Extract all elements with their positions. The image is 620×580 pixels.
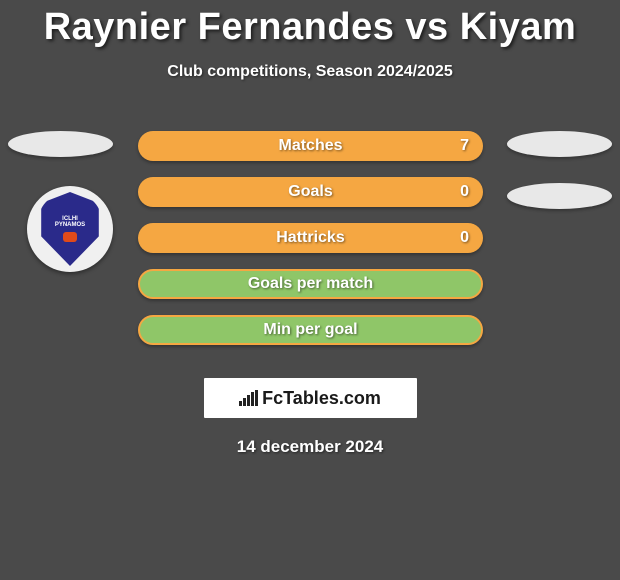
stat-value: 0 <box>460 229 469 247</box>
club-shield-icon: ICLHI PYNAMOS <box>38 192 102 266</box>
stat-bar-min-per-goal: Min per goal <box>138 315 483 345</box>
player-right-slot-2 <box>507 183 612 209</box>
comparison-panel: ICLHI PYNAMOS Matches 7 Goals 0 Hattrick… <box>0 111 620 371</box>
stat-label: Matches <box>278 137 342 155</box>
stat-value: 7 <box>460 137 469 155</box>
stat-label: Goals <box>288 183 332 201</box>
stat-label: Goals per match <box>248 275 373 293</box>
player-right-slot-1 <box>507 131 612 157</box>
player-left-slot-1 <box>8 131 113 157</box>
stat-bar-matches: Matches 7 <box>138 131 483 161</box>
source-logo-text: FcTables.com <box>262 388 381 409</box>
stat-label: Hattricks <box>276 229 344 247</box>
page-title: Raynier Fernandes vs Kiyam <box>0 0 620 49</box>
subtitle: Club competitions, Season 2024/2025 <box>0 63 620 81</box>
snapshot-date: 14 december 2024 <box>0 437 620 457</box>
badge-line-2: PYNAMOS <box>55 222 85 228</box>
club-badge: ICLHI PYNAMOS <box>27 186 113 272</box>
stat-bar-hattricks: Hattricks 0 <box>138 223 483 253</box>
stat-value: 0 <box>460 183 469 201</box>
bar-chart-icon <box>239 390 258 406</box>
stat-bars: Matches 7 Goals 0 Hattricks 0 Goals per … <box>138 131 483 361</box>
stat-bar-goals: Goals 0 <box>138 177 483 207</box>
stat-bar-goals-per-match: Goals per match <box>138 269 483 299</box>
badge-accent-icon <box>63 232 77 242</box>
source-logo: FcTables.com <box>203 377 418 419</box>
stat-label: Min per goal <box>263 321 357 339</box>
